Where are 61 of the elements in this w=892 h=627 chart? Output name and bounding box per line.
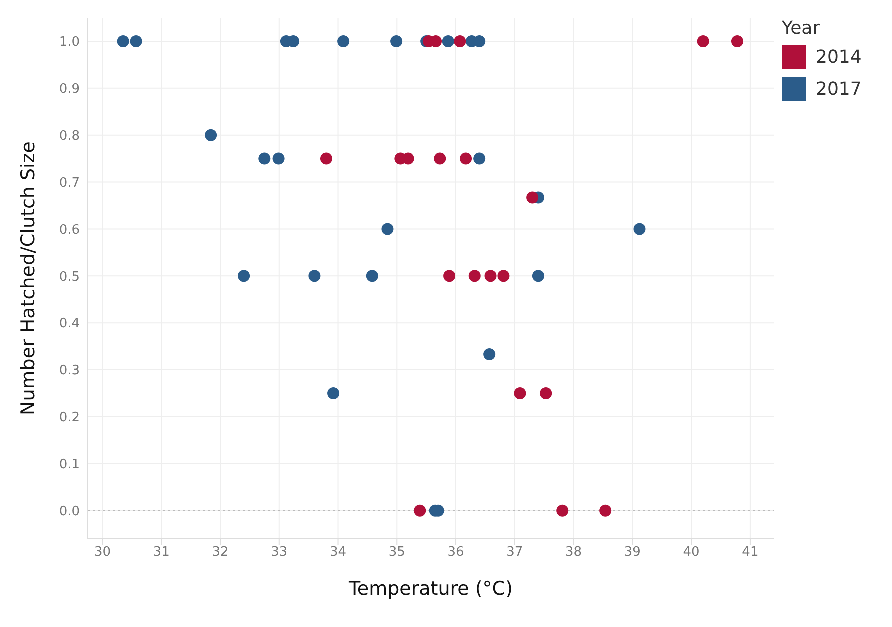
- point: [258, 152, 271, 165]
- point: [442, 35, 454, 48]
- y-tick-label: 1.0: [59, 35, 80, 50]
- point: [338, 35, 350, 48]
- point: [540, 387, 552, 400]
- x-tick-label: 41: [742, 545, 759, 560]
- point: [484, 348, 496, 361]
- point: [382, 223, 394, 236]
- x-tick-label: 37: [506, 545, 524, 560]
- y-tick-label: 0.3: [59, 364, 80, 379]
- y-tick-label: 0.5: [59, 270, 80, 285]
- y-tick-label: 0.8: [59, 128, 80, 144]
- y-tick-label: 0.4: [59, 316, 80, 332]
- point: [556, 504, 569, 517]
- y-axis-title: Number Hatched/Clutch Size: [18, 142, 40, 416]
- y-tick-label: 0.9: [59, 82, 80, 98]
- x-tick-label: 38: [566, 545, 582, 560]
- x-tick-label: 32: [212, 545, 229, 560]
- x-tick-label: 31: [153, 545, 170, 560]
- point: [460, 152, 472, 165]
- point: [600, 504, 612, 517]
- x-tick-label: 39: [624, 545, 641, 560]
- point: [238, 270, 250, 282]
- y-tick-label: 0.6: [59, 222, 80, 238]
- y-tick-label: 0.2: [59, 410, 80, 426]
- point: [498, 270, 510, 282]
- point: [514, 387, 526, 400]
- point: [484, 270, 497, 282]
- y-tick-label: 0.7: [59, 176, 80, 191]
- point: [130, 35, 142, 48]
- point: [444, 270, 456, 282]
- point: [454, 35, 466, 48]
- point: [634, 223, 646, 236]
- x-tick-label: 34: [330, 545, 347, 560]
- point: [532, 270, 544, 282]
- point: [272, 152, 285, 165]
- point: [366, 270, 378, 282]
- y-tick-label: 0.1: [59, 458, 80, 473]
- point: [308, 270, 321, 282]
- point: [414, 504, 426, 517]
- point: [328, 387, 340, 400]
- point: [390, 35, 403, 48]
- x-tick-label: 30: [94, 545, 111, 560]
- x-tick-label: 36: [448, 545, 464, 560]
- point: [731, 35, 744, 48]
- point: [474, 152, 486, 165]
- point: [697, 35, 710, 48]
- point: [468, 270, 481, 282]
- point: [434, 152, 446, 165]
- point: [205, 129, 218, 142]
- point: [526, 192, 539, 204]
- x-tick-label: 33: [271, 545, 288, 560]
- point: [117, 35, 130, 48]
- legend-title: Year: [782, 18, 822, 39]
- point: [320, 152, 332, 165]
- x-axis-title: Temperature (°C): [348, 578, 513, 600]
- y-tick-label: 0.0: [59, 504, 80, 520]
- legend-label: 2017: [816, 78, 862, 100]
- x-tick-label: 40: [683, 545, 700, 560]
- legend-label: 2014: [816, 46, 862, 68]
- x-tick-label: 35: [388, 545, 406, 560]
